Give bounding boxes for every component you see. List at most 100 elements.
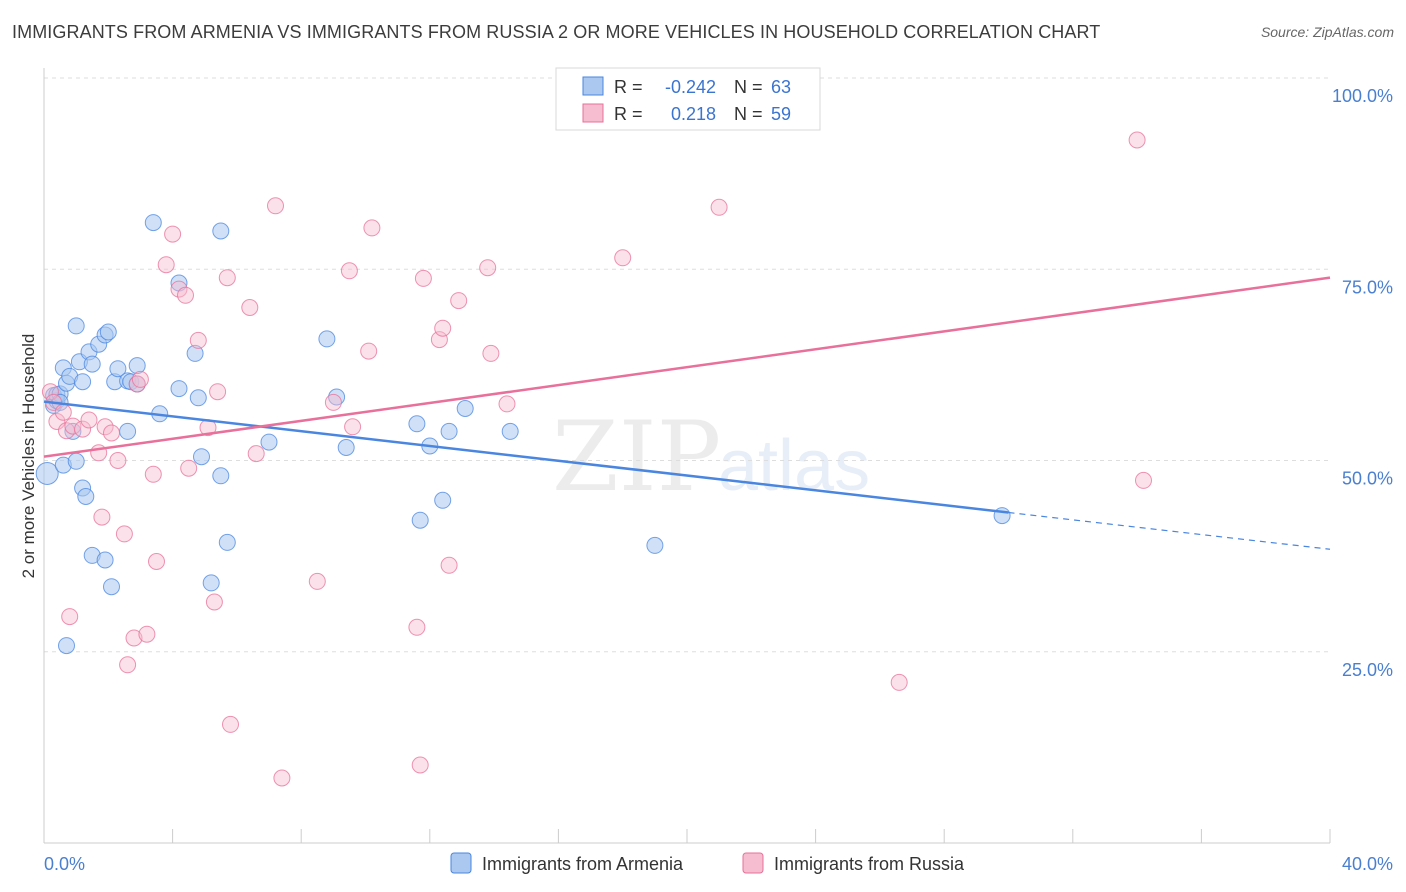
legend-r-label-2: R = bbox=[614, 104, 643, 124]
legend-n-label-1: N = bbox=[734, 77, 763, 97]
bottom-legend-swatch-russia bbox=[742, 852, 764, 874]
russia-point-55 bbox=[710, 198, 728, 216]
trend-lines bbox=[43, 276, 1331, 550]
russia-point-16 bbox=[125, 629, 143, 647]
series-armenia bbox=[35, 214, 1011, 655]
armenia-point-24 bbox=[96, 551, 114, 569]
russia-point-21 bbox=[148, 553, 165, 570]
series-russia bbox=[41, 69, 1152, 787]
armenia-point-54 bbox=[456, 400, 474, 417]
armenia-point-50 bbox=[411, 511, 429, 529]
y-tick-label-50: 50.0% bbox=[1342, 469, 1393, 489]
russia-point-42 bbox=[363, 219, 381, 237]
legend-r-label-1: R = bbox=[614, 77, 643, 97]
armenia-point-42 bbox=[212, 222, 230, 240]
x-tick-label-max: 40.0% bbox=[1342, 854, 1393, 874]
armenia-point-16 bbox=[74, 373, 92, 391]
russia-point-23 bbox=[164, 225, 182, 243]
armenia-point-44 bbox=[218, 533, 236, 551]
y-tick-label-25: 25.0% bbox=[1342, 660, 1393, 680]
source-label: Source: ZipAtlas.com bbox=[1260, 24, 1394, 40]
armenia-point-38 bbox=[186, 344, 204, 362]
armenia-point-18 bbox=[77, 488, 95, 505]
y-tick-label-100: 100.0% bbox=[1332, 86, 1393, 106]
russia-point-27 bbox=[189, 331, 207, 349]
watermark: ZIP atlas bbox=[552, 401, 870, 513]
armenia-point-37 bbox=[170, 380, 188, 398]
russia-point-41 bbox=[360, 342, 378, 360]
armenia-point-40 bbox=[193, 448, 210, 466]
legend-swatch-armenia bbox=[582, 76, 604, 96]
armenia-trend-line bbox=[43, 400, 1009, 514]
russia-point-20 bbox=[144, 465, 162, 483]
russia-point-0 bbox=[41, 383, 59, 401]
bottom-legend-russia: Immigrants from Russia bbox=[774, 854, 965, 874]
armenia-point-45 bbox=[260, 433, 278, 451]
armenia-point-20 bbox=[83, 355, 101, 373]
armenia-point-56 bbox=[646, 536, 664, 554]
russia-point-7 bbox=[74, 420, 92, 438]
russia-point-44 bbox=[411, 756, 429, 774]
russia-point-14 bbox=[115, 525, 133, 543]
legend-swatch-russia bbox=[582, 103, 604, 123]
armenia-point-26 bbox=[103, 578, 120, 596]
russia-point-25 bbox=[177, 286, 194, 304]
russia-point-52 bbox=[498, 395, 516, 413]
armenia-point-55 bbox=[501, 422, 519, 440]
russia-point-19 bbox=[138, 625, 156, 643]
russia-point-51 bbox=[482, 344, 500, 362]
russia-point-15 bbox=[119, 656, 137, 674]
russia-point-48 bbox=[440, 556, 458, 574]
armenia-point-10 bbox=[58, 637, 75, 655]
russia-point-31 bbox=[218, 269, 236, 287]
russia-point-5 bbox=[61, 608, 79, 626]
russia-point-18 bbox=[131, 370, 149, 388]
russia-point-26 bbox=[180, 459, 198, 477]
armenia-point-13 bbox=[67, 317, 85, 335]
russia-point-13 bbox=[109, 452, 127, 469]
armenia-point-14 bbox=[67, 452, 85, 470]
legend-n-value-1: 63 bbox=[771, 77, 791, 97]
russia-point-40 bbox=[344, 418, 362, 436]
russia-point-3 bbox=[54, 403, 72, 421]
russia-point-17 bbox=[128, 375, 146, 393]
russia-point-54 bbox=[614, 249, 632, 267]
russia-trend-line bbox=[43, 276, 1331, 458]
armenia-point-28 bbox=[109, 360, 127, 378]
series-legend: Immigrants from Armenia Immigrants from … bbox=[450, 852, 965, 874]
armenia-point-0 bbox=[35, 462, 59, 485]
chart-title: IMMIGRANTS FROM ARMENIA VS IMMIGRANTS FR… bbox=[12, 22, 1101, 42]
armenia-point-41 bbox=[202, 574, 220, 592]
armenia-point-39 bbox=[189, 389, 207, 407]
russia-point-36 bbox=[273, 769, 291, 787]
russia-point-38 bbox=[324, 393, 342, 411]
russia-point-39 bbox=[340, 262, 358, 280]
russia-point-34 bbox=[247, 445, 265, 463]
legend-r-value-1: -0.242 bbox=[665, 77, 716, 97]
russia-point-22 bbox=[157, 256, 175, 274]
armenia-point-52 bbox=[434, 491, 452, 509]
armenia-point-43 bbox=[212, 467, 230, 485]
x-ticks bbox=[172, 829, 1331, 843]
x-tick-label-min: 0.0% bbox=[44, 854, 85, 874]
russia-point-50 bbox=[479, 259, 497, 277]
russia-point-24 bbox=[170, 280, 188, 298]
russia-point-56 bbox=[890, 673, 908, 691]
russia-point-10 bbox=[93, 508, 111, 526]
russia-point-32 bbox=[222, 715, 239, 733]
armenia-point-48 bbox=[337, 439, 355, 456]
armenia-point-25 bbox=[99, 323, 117, 341]
russia-point-49 bbox=[450, 292, 468, 310]
russia-point-57 bbox=[1128, 131, 1146, 149]
stats-legend: R = -0.242 N = 63 R = 0.218 N = 59 bbox=[555, 67, 821, 131]
armenia-point-30 bbox=[119, 422, 137, 440]
russia-point-30 bbox=[209, 383, 227, 401]
legend-n-label-2: N = bbox=[734, 104, 763, 124]
russia-point-11 bbox=[96, 418, 114, 436]
russia-point-29 bbox=[205, 593, 223, 611]
russia-point-33 bbox=[241, 299, 259, 316]
russia-point-43 bbox=[408, 618, 426, 636]
armenia-point-53 bbox=[440, 422, 458, 440]
armenia-point-32 bbox=[128, 357, 146, 375]
